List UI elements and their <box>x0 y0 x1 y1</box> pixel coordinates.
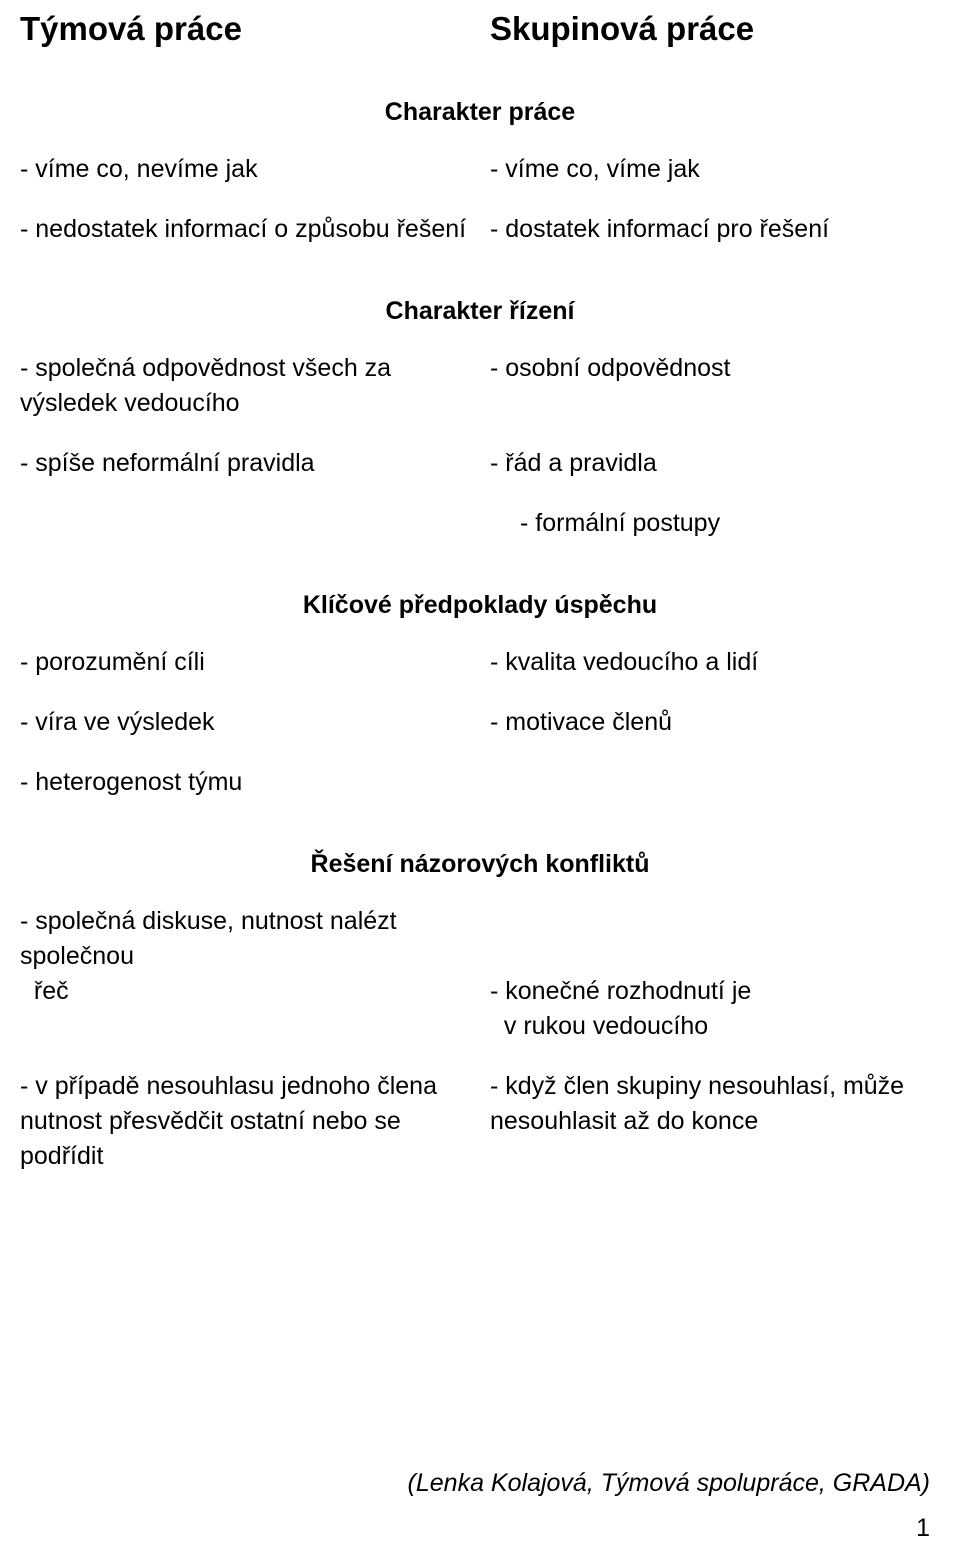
title-left: Týmová práce <box>20 10 470 48</box>
section-heading-klicove: Klíčové předpoklady úspěchu <box>20 591 940 620</box>
row: řeč - konečné rozhodnutí je <box>20 974 940 1009</box>
title-left-col: Týmová práce <box>20 10 480 48</box>
cell-left: - heterogenost týmu <box>20 765 480 800</box>
row: - v případě nesouhlasu jednoho člena nut… <box>20 1069 940 1174</box>
row: - formální postupy <box>20 506 940 541</box>
cell-left: - víra ve výsledek <box>20 705 480 740</box>
row: - společná diskuse, nutnost nalézt spole… <box>20 904 940 974</box>
cell-left <box>20 1009 480 1044</box>
cell-right: - řád a pravidla <box>480 446 940 481</box>
section-heading-charakter-rizeni: Charakter řízení <box>20 297 940 326</box>
cell-right <box>480 904 940 974</box>
row: - víra ve výsledek - motivace členů <box>20 705 940 740</box>
cell-right: - konečné rozhodnutí je <box>480 974 940 1009</box>
cell-right <box>480 765 940 800</box>
main-title-row: Týmová práce Skupinová práce <box>20 10 940 48</box>
citation: (Lenka Kolajová, Týmová spolupráce, GRAD… <box>408 1469 930 1498</box>
cell-right: - formální postupy <box>480 506 940 541</box>
title-right: Skupinová práce <box>490 10 940 48</box>
cell-right: - dostatek informací pro řešení <box>480 212 940 247</box>
cell-left: řeč <box>20 974 480 1009</box>
title-right-col: Skupinová práce <box>480 10 940 48</box>
cell-left: - nedostatek informací o způsobu řešení <box>20 212 480 247</box>
cell-left: - porozumění cíli <box>20 645 480 680</box>
row: - víme co, nevíme jak - víme co, víme ja… <box>20 152 940 187</box>
section-heading-reseni: Řešení názorových konfliktů <box>20 850 940 879</box>
document-page: Týmová práce Skupinová práce Charakter p… <box>20 10 940 1174</box>
section-heading-charakter-prace: Charakter práce <box>20 98 940 127</box>
cell-left: - společná odpovědnost všech za výsledek… <box>20 351 480 421</box>
page-number: 1 <box>916 1514 930 1543</box>
row: - spíše neformální pravidla - řád a prav… <box>20 446 940 481</box>
row: - nedostatek informací o způsobu řešení … <box>20 212 940 247</box>
cell-left <box>20 506 480 541</box>
row: - heterogenost týmu <box>20 765 940 800</box>
cell-left: - víme co, nevíme jak <box>20 152 480 187</box>
cell-left: - společná diskuse, nutnost nalézt spole… <box>20 904 480 974</box>
cell-right: - víme co, víme jak <box>480 152 940 187</box>
row: - společná odpovědnost všech za výsledek… <box>20 351 940 421</box>
cell-right: v rukou vedoucího <box>480 1009 940 1044</box>
cell-right: - když člen skupiny nesouhlasí, může nes… <box>480 1069 940 1174</box>
cell-right: - kvalita vedoucího a lidí <box>480 645 940 680</box>
row: - porozumění cíli - kvalita vedoucího a … <box>20 645 940 680</box>
cell-right: - motivace členů <box>480 705 940 740</box>
cell-left: - v případě nesouhlasu jednoho člena nut… <box>20 1069 480 1174</box>
cell-left: - spíše neformální pravidla <box>20 446 480 481</box>
cell-right: - osobní odpovědnost <box>480 351 940 421</box>
row: v rukou vedoucího <box>20 1009 940 1044</box>
